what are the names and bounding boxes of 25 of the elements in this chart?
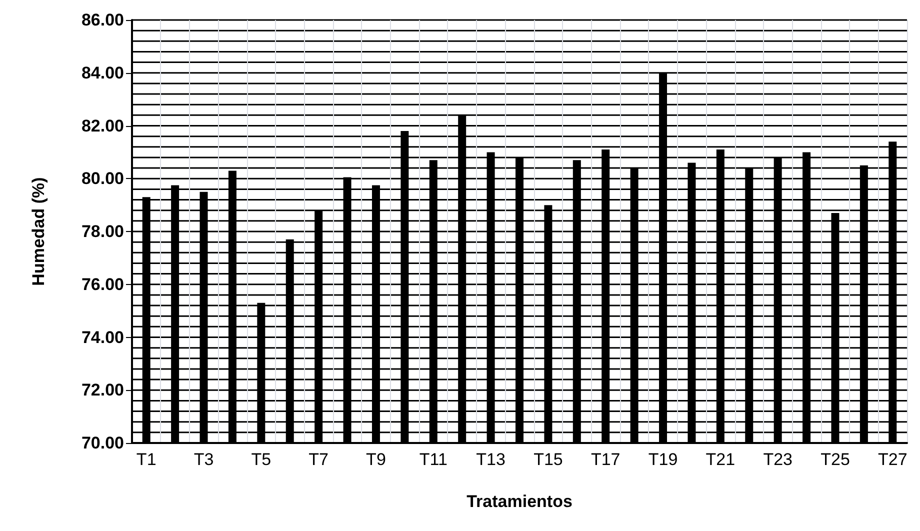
x-tick-label: T5 (251, 450, 272, 469)
x-tick-label: T27 (878, 450, 908, 469)
y-tick-label: 70.00 (81, 434, 124, 452)
x-tick-label: T7 (308, 450, 328, 469)
x-tick-label: T9 (366, 450, 386, 469)
x-tick-label: T25 (820, 450, 850, 469)
x-tick-label: T3 (194, 450, 214, 469)
y-tick-label: 76.00 (81, 274, 124, 294)
x-tick-label: T13 (476, 450, 506, 469)
x-tick-label: T15 (534, 450, 563, 469)
x-axis-title: Tratamientos (466, 492, 572, 511)
y-tick-label: 86.00 (81, 10, 124, 30)
y-tick-label: 80.00 (81, 169, 124, 188)
y-axis-title: Humedad (%) (29, 177, 48, 286)
y-tick-label: 84.00 (81, 63, 124, 82)
x-tick-label: T21 (706, 450, 736, 469)
x-tick-label: T1 (136, 450, 156, 469)
x-tick-label: T17 (590, 450, 620, 469)
y-tick-label: 72.00 (81, 380, 124, 400)
x-tick-label: T23 (763, 450, 792, 469)
y-tick-label: 82.00 (81, 116, 124, 136)
y-tick-label: 78.00 (81, 222, 124, 241)
x-tick-label: T19 (648, 450, 678, 469)
x-tick-label: T11 (419, 450, 448, 469)
y-tick-label: 74.00 (81, 328, 124, 347)
